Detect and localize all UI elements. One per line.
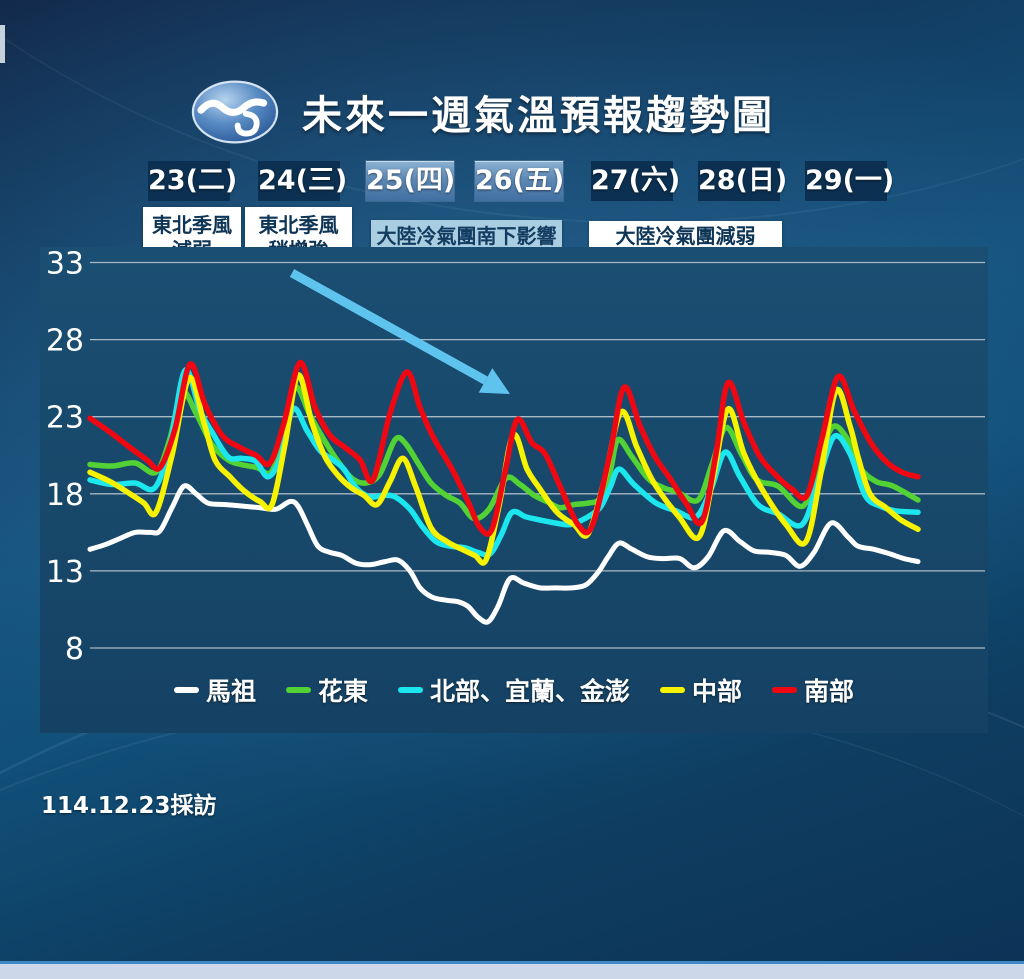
series-line-北部、宜蘭、金澎 [87, 367, 921, 558]
y-tick-23: 23 [46, 401, 84, 436]
chart-legend: 馬祖 花東 北部、宜蘭、金澎 中部 南部 [40, 672, 988, 708]
legend-label: 花東 [317, 677, 368, 706]
y-tick-33: 33 [46, 247, 84, 282]
bottom-strip [0, 964, 1024, 979]
y-tick-28: 28 [46, 324, 84, 359]
legend-label: 馬祖 [205, 677, 256, 706]
caption-date: 114.12.23採訪 [41, 793, 217, 819]
title-bar: 未來一週氣溫預報趨勢圖 [190, 76, 775, 148]
legend-dash-icon [285, 687, 311, 693]
page-title: 未來一週氣溫預報趨勢圖 [302, 93, 775, 139]
legend-item-花東: 花東 [285, 672, 368, 708]
date-tab-23(二): 23(二) [148, 161, 237, 201]
left-edge-sliver [0, 25, 5, 63]
series-line-南部 [87, 359, 921, 537]
legend-label: 南部 [804, 677, 855, 706]
legend-item-馬祖: 馬祖 [173, 672, 256, 708]
legend-item-中部: 中部 [660, 672, 742, 708]
annotation-box-4: 大陸冷氣團減弱 [589, 221, 782, 252]
date-tab-27(六): 27(六) [591, 161, 680, 201]
date-tab-29(一): 29(一) [805, 161, 894, 201]
legend-dash-icon [772, 687, 798, 693]
legend-dash-icon [397, 687, 423, 693]
y-tick-18: 18 [46, 478, 84, 513]
series-line-中部 [87, 372, 921, 566]
legend-item-北部、宜蘭、金澎: 北部、宜蘭、金澎 [397, 672, 630, 708]
date-tab-24(三): 24(三) [258, 161, 347, 201]
legend-dash-icon [660, 687, 685, 693]
legend-item-南部: 南部 [772, 672, 854, 708]
legend-label: 中部 [692, 677, 743, 706]
date-tab-28(日): 28(日) [698, 161, 787, 201]
legend-dash-icon [173, 687, 199, 693]
legend-label: 北部、宜蘭、金澎 [429, 677, 630, 706]
date-tab-26(五): 26(五) [475, 161, 564, 201]
cwb-weather-logo-icon [191, 80, 279, 144]
date-tab-25(四): 25(四) [366, 161, 455, 201]
series-line-馬祖 [87, 483, 921, 625]
y-tick-13: 13 [46, 555, 84, 590]
trend-arrow-head [478, 368, 510, 394]
bottom-accent-line [0, 961, 1024, 964]
trend-arrow-shaft [289, 269, 488, 385]
y-tick-8: 8 [65, 632, 84, 667]
chart-panel [40, 247, 988, 733]
